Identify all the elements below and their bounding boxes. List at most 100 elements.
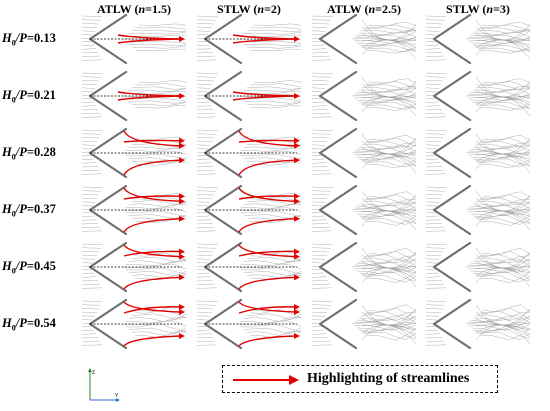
streamline-upstream <box>82 44 95 46</box>
streamline-upstream <box>197 230 217 232</box>
streamline-upstream <box>312 230 332 232</box>
streamline-downstream <box>465 207 530 216</box>
streamline-upstream <box>312 116 332 118</box>
streamline-panel <box>312 185 416 235</box>
streamline-downstream <box>125 260 186 267</box>
streamline-upstream <box>82 23 99 25</box>
streamline-upstream <box>312 105 327 107</box>
row-header-sub: 0 <box>11 266 16 276</box>
streamline-panel-svg <box>197 71 301 121</box>
streamline-downstream <box>482 304 530 312</box>
streamline-arrowhead <box>294 142 300 149</box>
streamline-upstream <box>426 272 439 274</box>
streamline-downstream <box>482 134 530 141</box>
streamline-arrowhead <box>294 36 300 42</box>
streamline-upstream <box>312 319 324 321</box>
streamline-upstream <box>197 48 212 50</box>
streamline-downstream <box>475 83 530 92</box>
streamline-upstream <box>426 329 439 331</box>
streamline-upstream <box>426 112 444 114</box>
streamline-downstream <box>366 307 416 320</box>
streamline-downstream <box>351 37 416 43</box>
streamline-upstream <box>197 140 212 142</box>
streamline-upstream <box>197 300 218 302</box>
streamline-downstream <box>243 257 301 265</box>
weir-walls <box>318 185 358 235</box>
streamline-downstream <box>243 314 301 322</box>
streamline-upstream <box>312 55 330 57</box>
highlighted-streamline <box>123 335 181 347</box>
streamline-upstream <box>82 258 96 260</box>
streamline-upstream <box>426 287 446 289</box>
streamline-arrowhead <box>179 93 185 99</box>
streamline-upstream <box>426 91 438 93</box>
streamline-upstream <box>312 80 329 82</box>
streamline-downstream <box>359 99 416 106</box>
highlighted-streamline <box>238 335 296 347</box>
streamline-downstream <box>253 23 301 26</box>
streamline-upstream <box>426 344 446 346</box>
streamline-panel <box>82 299 186 349</box>
streamline-downstream <box>465 37 530 43</box>
streamline-upstream <box>426 59 446 61</box>
column-header-prefix: STLW ( <box>217 2 258 16</box>
streamline-upstream <box>82 76 101 78</box>
streamline-upstream <box>312 258 326 260</box>
streamline-panel-svg <box>426 242 530 292</box>
column-header-var: n <box>138 2 146 16</box>
streamline-upstream <box>426 129 447 131</box>
streamline-downstream <box>247 45 301 49</box>
streamline-upstream <box>82 87 96 89</box>
streamline-downstream <box>125 40 186 44</box>
streamline-upstream <box>312 98 323 100</box>
weir-walls <box>88 128 128 178</box>
streamline-upstream <box>312 133 331 135</box>
streamline-downstream <box>361 272 416 282</box>
streamline-downstream <box>465 321 530 331</box>
streamline-upstream <box>426 308 443 310</box>
row-header-h: H <box>2 202 12 216</box>
streamline-panel-svg <box>197 299 301 349</box>
streamline-upstream <box>312 269 323 271</box>
streamline-downstream <box>477 331 530 340</box>
streamline-upstream <box>82 52 99 54</box>
streamline-downstream <box>361 328 416 340</box>
streamline-downstream <box>253 136 301 140</box>
column-header-2: STLW (n=2) <box>189 2 309 17</box>
weir-walls <box>432 14 472 64</box>
streamline-upstream <box>312 194 329 196</box>
streamline-downstream <box>363 331 416 340</box>
streamline-upstream <box>197 15 218 17</box>
row-header-3: H0/P=0.28 <box>2 145 70 162</box>
streamline-downstream <box>470 315 530 324</box>
streamline-upstream <box>426 300 447 302</box>
highlighted-streamline <box>238 276 296 290</box>
streamline-downstream <box>351 321 416 331</box>
streamline-upstream <box>82 337 99 339</box>
streamline-panel <box>197 242 301 292</box>
streamline-upstream <box>82 101 95 103</box>
streamline-upstream <box>197 319 209 321</box>
highlighted-streamline <box>123 276 181 290</box>
streamline-upstream <box>82 230 102 232</box>
streamline-downstream <box>366 159 416 169</box>
streamline-downstream <box>480 24 530 32</box>
streamline-upstream <box>82 326 93 328</box>
streamline-downstream <box>356 39 416 45</box>
streamline-downstream <box>354 261 416 272</box>
streamline-downstream <box>480 307 530 320</box>
streamline-upstream <box>197 162 212 164</box>
streamline-upstream <box>426 148 438 150</box>
streamline-crossing <box>361 133 416 155</box>
streamline-downstream <box>475 328 530 340</box>
streamline-upstream <box>426 201 440 203</box>
streamline-upstream <box>312 158 325 160</box>
streamline-crossing <box>361 324 416 345</box>
streamline-downstream <box>240 147 301 152</box>
streamline-arrowhead <box>294 309 300 315</box>
weir-walls <box>88 242 128 292</box>
streamline-upstream <box>197 155 208 157</box>
streamline-downstream <box>250 83 301 88</box>
streamline-downstream <box>361 27 416 34</box>
streamline-downstream <box>135 331 186 338</box>
